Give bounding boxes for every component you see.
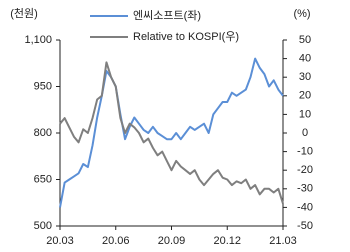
x-tick-label: 21.03: [269, 235, 297, 247]
y2-tick-label: -10: [297, 146, 313, 158]
y2-axis-label: (%): [293, 8, 310, 20]
y2-tick-label: 30: [299, 71, 311, 83]
y-tick-label: 800: [34, 127, 52, 139]
y-tick-label: 500: [34, 220, 52, 232]
x-tick-label: 20.03: [46, 235, 74, 247]
x-tick-label: 20.06: [102, 235, 130, 247]
series-line: [59, 57, 284, 208]
y2-tick-label: 40: [299, 53, 311, 65]
y-tick-label: 650: [34, 173, 52, 185]
y2-tick-label: 10: [299, 108, 311, 120]
x-tick-label: 20.09: [158, 235, 186, 247]
y2-tick-label: -50: [297, 220, 313, 232]
y-tick-label: 950: [34, 80, 52, 92]
y-tick-label: 1,100: [24, 34, 52, 46]
y2-tick-label: -20: [297, 164, 313, 176]
y2-tick-label: -40: [297, 201, 313, 213]
y2-tick-label: 20: [299, 90, 311, 102]
y2-tick-label: -30: [297, 183, 313, 195]
series-line: [59, 61, 284, 204]
x-tick-label: 20.12: [213, 235, 241, 247]
legend-label: 엔씨소프트(좌): [133, 9, 201, 22]
y2-tick-label: 0: [302, 127, 308, 139]
legend-label: Relative to KOSPI(우): [133, 30, 239, 43]
y-axis-label: (천원): [10, 6, 38, 20]
y2-tick-label: 50: [299, 34, 311, 46]
